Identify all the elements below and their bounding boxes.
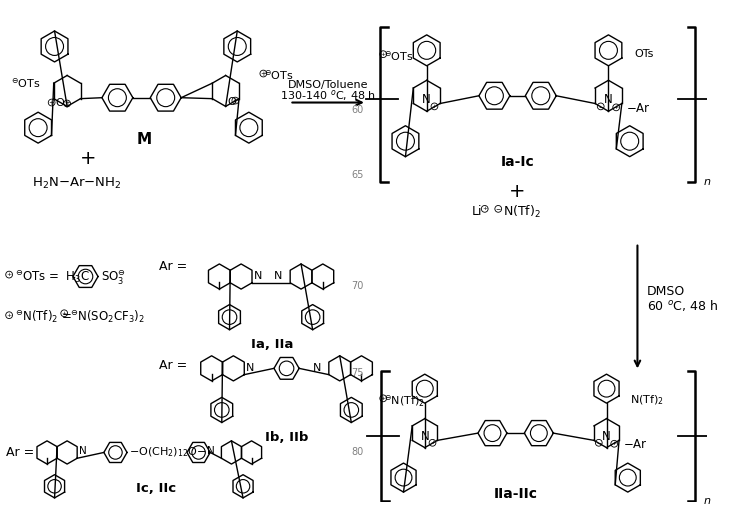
- Text: +: +: [613, 105, 619, 110]
- Text: +: +: [510, 182, 526, 201]
- Text: −: −: [598, 104, 603, 109]
- Text: N: N: [423, 93, 431, 106]
- Text: N(Tf)$_2$: N(Tf)$_2$: [630, 393, 664, 407]
- Text: 80: 80: [351, 447, 364, 458]
- Text: N: N: [79, 446, 87, 457]
- Text: Ar =: Ar =: [7, 446, 34, 459]
- Text: +: +: [49, 100, 55, 106]
- Text: +: +: [482, 206, 488, 211]
- Text: N: N: [604, 93, 612, 106]
- Text: $^{\ominus}$N(Tf)$_2$ =: $^{\ominus}$N(Tf)$_2$ =: [15, 309, 72, 325]
- Text: DMSO: DMSO: [647, 285, 685, 298]
- Text: N(Tf)$_2$: N(Tf)$_2$: [503, 204, 541, 220]
- Text: $^{\ominus}$N(Tf)$_2$: $^{\ominus}$N(Tf)$_2$: [384, 393, 425, 408]
- Text: 130-140 $^o$C, 48 h: 130-140 $^o$C, 48 h: [280, 88, 376, 103]
- Text: +: +: [430, 440, 435, 445]
- Text: 70: 70: [351, 281, 364, 291]
- Text: +: +: [7, 272, 12, 277]
- Text: SO$_3^{\ominus}$: SO$_3^{\ominus}$: [101, 267, 126, 286]
- Text: Ia-Ic: Ia-Ic: [501, 155, 534, 169]
- Text: +: +: [380, 396, 386, 401]
- Text: +: +: [432, 104, 437, 109]
- Text: Ic, IIc: Ic, IIc: [136, 482, 176, 495]
- Text: N: N: [274, 271, 283, 281]
- Text: 60 $^o$C, 48 h: 60 $^o$C, 48 h: [647, 298, 718, 313]
- Text: +: +: [7, 313, 12, 318]
- Text: 65: 65: [351, 170, 364, 180]
- Text: $-$Ar: $-$Ar: [623, 438, 648, 451]
- Text: +: +: [64, 101, 70, 107]
- Text: 60: 60: [351, 105, 364, 115]
- Text: −: −: [596, 440, 602, 445]
- Text: +: +: [61, 311, 67, 316]
- Text: Li: Li: [472, 205, 482, 218]
- Text: $-$Ar: $-$Ar: [626, 102, 650, 115]
- Text: N: N: [254, 271, 262, 281]
- Text: N: N: [420, 430, 429, 443]
- Text: DMSO/Toluene: DMSO/Toluene: [288, 80, 369, 90]
- Text: +: +: [232, 97, 238, 104]
- Text: +: +: [80, 149, 96, 168]
- Text: $-$O(CH$_2$)$_{12}$O$-$: $-$O(CH$_2$)$_{12}$O$-$: [129, 446, 207, 459]
- Text: +: +: [261, 70, 266, 76]
- Text: IIa-IIc: IIa-IIc: [493, 487, 538, 501]
- Text: N: N: [312, 363, 321, 373]
- Text: $^{\ominus}$OTs: $^{\ominus}$OTs: [384, 49, 414, 63]
- Text: Ia, IIa: Ia, IIa: [251, 338, 293, 351]
- Text: Ar =: Ar =: [159, 359, 187, 372]
- Text: N: N: [207, 446, 215, 457]
- Text: N: N: [602, 430, 611, 443]
- Text: $^{\ominus}$OTs =  H$_3$C: $^{\ominus}$OTs = H$_3$C: [15, 268, 90, 285]
- Text: Ib, IIb: Ib, IIb: [265, 431, 308, 444]
- Text: OTs: OTs: [634, 49, 654, 59]
- Text: O: O: [55, 97, 64, 108]
- Text: M: M: [137, 132, 152, 147]
- Text: $^{\ominus}$N(SO$_2$CF$_3$)$_2$: $^{\ominus}$N(SO$_2$CF$_3$)$_2$: [70, 309, 145, 325]
- Text: 75: 75: [351, 368, 364, 378]
- Text: $^{\ominus}$OTs: $^{\ominus}$OTs: [264, 69, 294, 82]
- Text: $n$: $n$: [703, 496, 712, 506]
- Text: $n$: $n$: [703, 177, 712, 187]
- Text: $^{\ominus}$OTs: $^{\ominus}$OTs: [11, 76, 41, 90]
- Text: N: N: [246, 363, 255, 373]
- Text: O: O: [228, 96, 237, 107]
- Text: −: −: [496, 206, 501, 211]
- Text: +: +: [612, 441, 617, 446]
- Text: H$_2$N$-$Ar$-$NH$_2$: H$_2$N$-$Ar$-$NH$_2$: [32, 176, 121, 191]
- Text: Ar =: Ar =: [159, 261, 187, 273]
- Text: +: +: [380, 52, 386, 57]
